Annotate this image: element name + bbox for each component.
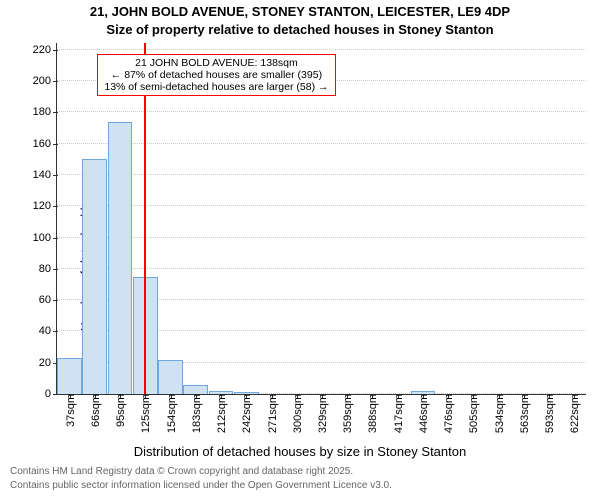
gridline: [57, 268, 586, 269]
y-tick-label: 40: [39, 325, 57, 337]
chart-container: 21, JOHN BOLD AVENUE, STONEY STANTON, LE…: [0, 0, 600, 500]
x-tick-label: 37sqm: [63, 394, 77, 427]
chart-title-line1: 21, JOHN BOLD AVENUE, STONEY STANTON, LE…: [0, 4, 600, 19]
y-tick-label: 80: [39, 263, 57, 275]
gridline: [57, 111, 586, 112]
x-tick-label: 563sqm: [517, 394, 531, 433]
y-tick-label: 140: [33, 169, 57, 181]
x-tick-label: 66sqm: [88, 394, 102, 427]
gridline: [57, 143, 586, 144]
gridline: [57, 174, 586, 175]
y-tick-label: 160: [33, 138, 57, 150]
annotation-box: 21 JOHN BOLD AVENUE: 138sqm← 87% of deta…: [97, 54, 335, 96]
y-tick-label: 100: [33, 232, 57, 244]
annotation-line: 13% of semi-detached houses are larger (…: [104, 81, 328, 93]
footer-line-2: Contains public sector information licen…: [10, 480, 392, 491]
x-tick-label: 534sqm: [492, 394, 506, 433]
x-tick-label: 183sqm: [189, 394, 203, 433]
x-tick-label: 446sqm: [416, 394, 430, 433]
x-tick-label: 359sqm: [340, 394, 354, 433]
y-tick-label: 60: [39, 294, 57, 306]
x-tick-label: 593sqm: [542, 394, 556, 433]
annotation-line: 21 JOHN BOLD AVENUE: 138sqm: [104, 57, 328, 69]
histogram-bar: [158, 360, 183, 394]
x-tick-label: 95sqm: [113, 394, 127, 427]
y-tick-label: 180: [33, 106, 57, 118]
histogram-bar: [82, 159, 107, 394]
x-tick-label: 212sqm: [214, 394, 228, 433]
annotation-line: ← 87% of detached houses are smaller (39…: [104, 69, 328, 81]
x-tick-label: 476sqm: [441, 394, 455, 433]
y-tick-label: 120: [33, 200, 57, 212]
property-marker-line: [144, 43, 146, 394]
x-tick-label: 388sqm: [365, 394, 379, 433]
y-tick-label: 20: [39, 357, 57, 369]
gridline: [57, 49, 586, 50]
x-tick-label: 329sqm: [315, 394, 329, 433]
y-tick-label: 0: [45, 388, 57, 400]
x-axis-label: Distribution of detached houses by size …: [0, 444, 600, 459]
x-tick-label: 300sqm: [290, 394, 304, 433]
x-tick-label: 271sqm: [265, 394, 279, 433]
histogram-bar: [57, 358, 82, 394]
x-tick-label: 622sqm: [567, 394, 581, 433]
gridline: [57, 205, 586, 206]
histogram-bar: [183, 385, 208, 394]
chart-title-line2: Size of property relative to detached ho…: [0, 22, 600, 37]
y-tick-label: 220: [33, 44, 57, 56]
x-tick-label: 417sqm: [391, 394, 405, 433]
y-tick-label: 200: [33, 75, 57, 87]
histogram-bar: [108, 122, 133, 394]
x-tick-label: 125sqm: [138, 394, 152, 433]
plot-area: 02040608010012014016018020022037sqm66sqm…: [56, 43, 586, 395]
x-tick-label: 154sqm: [164, 394, 178, 433]
x-tick-label: 242sqm: [239, 394, 253, 433]
gridline: [57, 237, 586, 238]
footer-line-1: Contains HM Land Registry data © Crown c…: [10, 466, 353, 477]
x-tick-label: 505sqm: [466, 394, 480, 433]
